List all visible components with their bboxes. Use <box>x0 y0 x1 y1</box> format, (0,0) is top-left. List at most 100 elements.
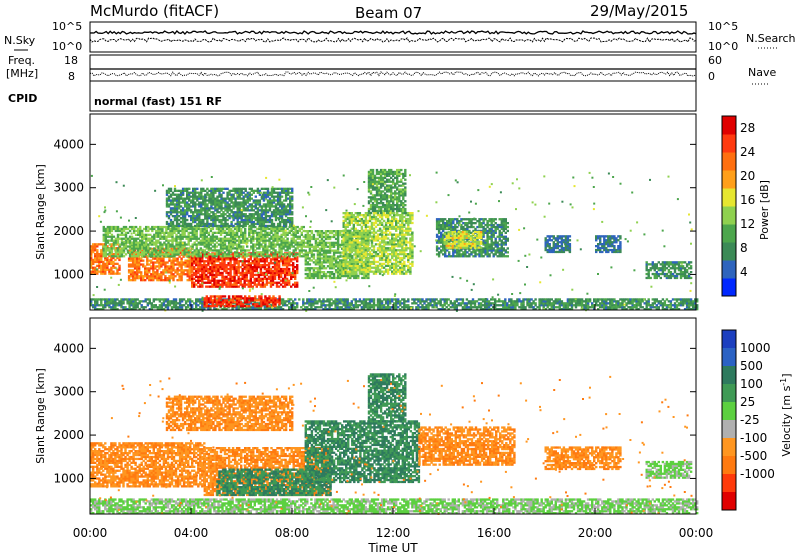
heat-cell <box>281 285 285 288</box>
heat-cell <box>183 187 187 190</box>
heat-cell <box>238 203 241 206</box>
heat-cell <box>246 255 249 258</box>
heat-cell <box>198 224 201 228</box>
heat-cell <box>206 224 209 228</box>
heat-cell <box>158 263 161 266</box>
heat-cell <box>401 264 404 267</box>
heat-cell <box>209 267 212 271</box>
heat-cell <box>236 213 239 216</box>
heat-cell <box>206 191 209 194</box>
heat-cell <box>243 277 246 280</box>
heat-cell <box>210 211 213 214</box>
heat-cell <box>264 233 267 236</box>
heat-cell <box>389 258 392 262</box>
heat-cell <box>242 241 245 244</box>
heat-cell <box>373 194 377 197</box>
heat-cell <box>283 271 287 275</box>
heat-cell <box>144 265 147 268</box>
heat-cell <box>177 207 181 210</box>
heat-cell <box>166 269 169 272</box>
heat-cell <box>409 241 412 244</box>
heat-cell <box>332 276 336 280</box>
heat-cell <box>230 195 233 198</box>
heat-cell <box>217 260 220 263</box>
heat-cell <box>272 239 275 242</box>
heat-cell <box>328 230 332 233</box>
heat-cell <box>393 215 396 219</box>
heat-cell <box>211 279 214 282</box>
heat-cell <box>278 201 282 204</box>
heat-cell <box>372 260 376 264</box>
heat-cell <box>352 225 355 228</box>
heat-cell <box>292 251 295 254</box>
heat-cell <box>253 283 256 286</box>
heat-cell <box>214 189 217 192</box>
heat-cell <box>282 218 286 222</box>
heat-cell <box>171 245 174 248</box>
heat-cell <box>368 264 372 267</box>
heat-cell <box>192 195 195 198</box>
heat-cell <box>395 256 398 260</box>
heat-cell <box>154 273 157 276</box>
heat-cell <box>324 255 328 258</box>
heat-cell <box>263 262 267 265</box>
heat-cell <box>250 209 253 212</box>
heat-cell <box>291 203 294 206</box>
heat-cell <box>242 237 245 240</box>
heat-cell <box>240 217 243 220</box>
heat-cell <box>209 239 213 242</box>
heat-cell <box>220 189 223 192</box>
heat-cell <box>158 267 161 270</box>
heat-cell <box>401 241 404 244</box>
heat-cell <box>199 229 202 233</box>
heat-cell <box>94 247 97 250</box>
heat-cell <box>240 213 243 216</box>
heat-cell <box>391 243 394 246</box>
heat-cell <box>268 203 272 206</box>
heat-cell <box>308 271 312 274</box>
heat-cell <box>320 271 324 274</box>
heat-cell <box>192 218 195 222</box>
heat-cell <box>339 276 342 280</box>
heat-cell <box>376 239 380 242</box>
heat-cell <box>185 249 188 252</box>
heat-cell <box>143 227 146 231</box>
heat-cell <box>157 227 160 231</box>
heat-cell <box>389 268 392 271</box>
heat-cell <box>386 264 390 267</box>
heat-cell <box>94 253 97 256</box>
heat-cell <box>362 256 366 260</box>
heat-cell <box>138 271 141 274</box>
heat-cell <box>266 203 270 206</box>
heat-cell <box>175 189 179 192</box>
heat-cell <box>258 191 262 194</box>
heat-cell <box>156 265 159 268</box>
heat-cell <box>208 217 211 220</box>
heat-cell <box>235 279 238 282</box>
heat-cell <box>316 269 320 272</box>
heat-cell <box>162 257 165 260</box>
heat-cell <box>380 245 384 248</box>
heat-cell <box>260 205 264 208</box>
heat-cell <box>243 283 246 286</box>
heat-cell <box>242 218 245 222</box>
heat-cell <box>122 243 126 246</box>
heat-cell <box>316 259 320 262</box>
heat-cell <box>276 227 279 231</box>
heat-cell <box>207 245 211 248</box>
heat-cell <box>128 241 132 244</box>
heat-cell <box>230 193 233 196</box>
heat-cell <box>318 247 322 250</box>
heat-cell <box>210 187 213 190</box>
heat-cell <box>173 231 176 234</box>
heat-cell <box>364 258 368 262</box>
heat-cell <box>310 235 314 239</box>
heat-cell <box>393 272 396 275</box>
heat-cell <box>233 239 237 242</box>
heat-cell <box>393 243 396 246</box>
heat-cell <box>276 207 280 210</box>
heat-cell <box>165 237 168 240</box>
heat-cell <box>259 269 263 273</box>
heat-cell <box>268 191 272 194</box>
heat-cell <box>100 264 103 267</box>
